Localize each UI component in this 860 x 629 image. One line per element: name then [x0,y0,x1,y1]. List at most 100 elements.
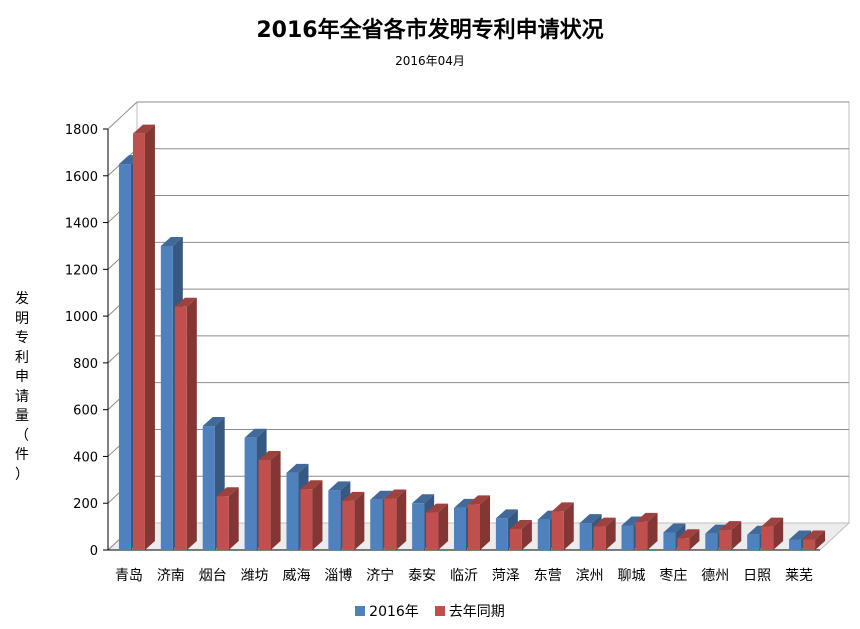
x-category-label: 济南 [157,568,185,584]
bar-current [579,523,592,550]
bar-last-year [509,528,522,550]
x-category-label: 滨州 [576,568,604,584]
y-tick-label: 0 [90,544,98,559]
legend: 2016年 去年同期 [0,601,860,621]
x-category-label: 聊城 [618,568,646,584]
bar-last-year [677,538,690,550]
bar-last-year [803,539,816,550]
bar-side-last-year [144,124,155,550]
bar-top-last-year [761,517,784,527]
bar-side-last-year [186,297,197,550]
bar-side-last-year [815,530,826,550]
bar-top-current [663,523,686,533]
x-category-label: 菏泽 [492,568,520,584]
bar-top-current [621,516,644,526]
bar-top-last-year [635,512,658,522]
bar-current [370,499,383,550]
bar-top-last-year [803,530,826,540]
bar-side-last-year [480,495,490,550]
bar-top-current [328,481,351,491]
x-category-label: 潍坊 [241,568,269,584]
bar-top-current [412,494,435,504]
legend-swatch [355,606,366,616]
y-tick-label: 1600 [65,170,98,185]
bar-side-last-year [270,450,281,550]
chart-subtitle: 2016年04月 [395,54,465,68]
bar-top-last-year [509,519,532,529]
bar-side-last-year [647,512,658,550]
bar-side-last-year [312,480,323,550]
bar-current [244,437,257,550]
bar-current [328,490,341,550]
legend-label: 去年同期 [448,604,505,620]
bar-last-year [635,521,648,550]
x-category-label: 威海 [282,568,310,584]
bar-side-last-year [396,489,407,550]
y-tick-label: 800 [73,357,98,372]
y-axis-title: 发明专利申请量（件） [15,291,29,483]
bar-side-last-year [228,487,239,550]
bar-side-last-year [605,517,616,550]
legend-label: 2016年 [369,604,419,620]
chart-title: 2016年全省各市发明专利申请状况 [256,18,604,43]
bar-current [118,164,131,551]
bar-last-year [300,489,313,550]
bar-last-year [132,133,145,550]
bar-top-last-year [677,529,700,539]
bar-last-year [551,511,564,550]
y-tick-label: 200 [73,497,98,512]
bar-current [412,503,425,550]
bar-current [202,426,215,550]
y-tick-label: 1800 [65,123,98,138]
bar-top-current [370,490,393,500]
back-wall [136,101,850,524]
bar-top-last-year [174,297,197,307]
legend-item: 2016年 [355,601,419,621]
x-category-label: 济宁 [366,567,394,584]
bar-top-current [579,514,602,524]
bar-current [663,532,676,550]
bar-top-last-year [342,491,365,501]
bar-top-current [286,463,309,473]
bar-last-year [468,504,480,550]
bar-last-year [258,459,271,550]
bar-current [621,525,634,550]
bar-side-last-year [563,502,574,550]
bar-current [495,518,508,550]
bar-top-current [789,530,812,540]
bar-top-current [454,498,476,508]
bar-side-last-year [521,519,532,550]
bar-current [747,534,760,550]
bar-current [705,533,718,550]
bar-top-last-year [468,495,490,505]
y-tick-label: 600 [73,404,98,419]
bar-side-last-year [438,503,449,550]
side-gridline [107,101,138,130]
bar-last-year [761,526,774,550]
bar-top-last-year [132,124,155,134]
x-category-label: 德州 [701,568,729,584]
bar-current [789,539,802,550]
bar-top-last-year [384,489,407,499]
x-category-label: 烟台 [199,568,227,584]
x-category-label: 青岛 [115,568,143,584]
bar-top-current [244,428,267,438]
legend-swatch [434,606,445,616]
bar-top-current [160,236,183,246]
bar-current [537,519,550,550]
bar-top-last-year [426,503,449,513]
x-category-label: 泰安 [408,568,436,584]
bar-current [454,507,466,550]
bar-last-year [593,526,606,550]
y-tick-label: 1400 [65,217,98,232]
bar-last-year [384,498,397,550]
bar-last-year [719,530,732,550]
bar-side-last-year [354,491,365,550]
bar-current [286,472,299,550]
y-tick-label: 1000 [65,310,98,325]
legend-item: 去年同期 [434,601,505,621]
bar-last-year [174,306,187,550]
bar-side-last-year [731,521,742,550]
bar-top-current [202,417,225,427]
